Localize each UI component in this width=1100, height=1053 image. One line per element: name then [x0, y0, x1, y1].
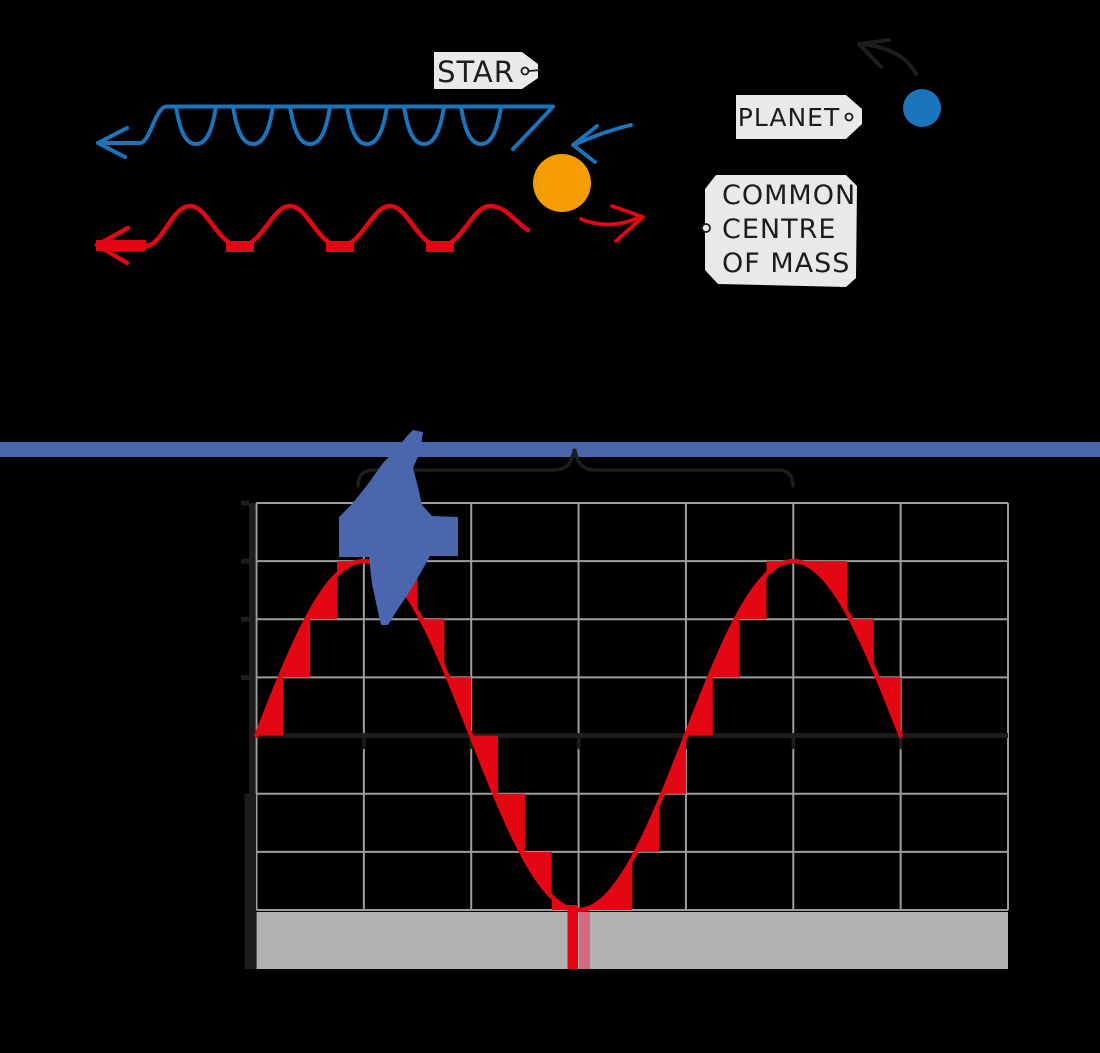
planet-tag: PLANET: [736, 95, 862, 139]
trough-time-marker-echo: [579, 912, 590, 969]
redshift-trough-mark: [226, 241, 254, 252]
com-label-line3: OF MASS: [722, 248, 850, 279]
star-recede-arrowhead-icon: [610, 204, 645, 243]
star-system-diagram: STAR PLANET COMMON CENTRE OF MASS: [94, 38, 941, 287]
tag-hole-icon: [844, 112, 854, 122]
time-band: [256, 912, 1009, 969]
star-approach-arrowhead-icon: [571, 124, 599, 164]
blue-band: [0, 442, 1100, 457]
planet-orbit-arrow: [860, 42, 918, 76]
trough-time-marker: [567, 905, 578, 969]
blueshift-wave-arrowhead-icon: [96, 126, 129, 159]
common-centre-of-mass-tag: COMMON CENTRE OF MASS: [701, 175, 857, 287]
tag-hole-icon: [520, 66, 530, 76]
tag-hole-icon: [701, 223, 711, 233]
radial-velocity-graph: [241, 500, 1010, 969]
radial-velocity-curve: [254, 558, 903, 913]
com-label-line2: CENTRE: [722, 214, 836, 245]
star-recede-arrow: [579, 215, 642, 227]
redshift-trough-mark: [426, 241, 454, 252]
tag-shape: [736, 95, 862, 139]
star-approach-arrow: [574, 123, 633, 146]
star-tag: STAR: [434, 52, 542, 89]
star-tag-label: STAR: [437, 55, 515, 89]
blueshift-wave: [96, 104, 555, 151]
star-circle: [533, 154, 591, 212]
redshift-trough-mark: [96, 240, 146, 251]
redshift-wave: [94, 203, 531, 249]
tag-shape: [434, 52, 538, 89]
tag-string: [528, 69, 542, 72]
period-brace: [356, 448, 795, 488]
blueshift-peak-arrow: [339, 430, 458, 625]
planet-circle: [903, 89, 941, 127]
redshift-trough-mark: [326, 241, 354, 252]
planet-orbit-arrowhead-icon: [857, 38, 891, 69]
planet-tag-label: PLANET: [738, 103, 840, 132]
axes: [241, 500, 1009, 969]
com-label-line1: COMMON: [722, 180, 856, 211]
tag-shape: [705, 175, 857, 287]
